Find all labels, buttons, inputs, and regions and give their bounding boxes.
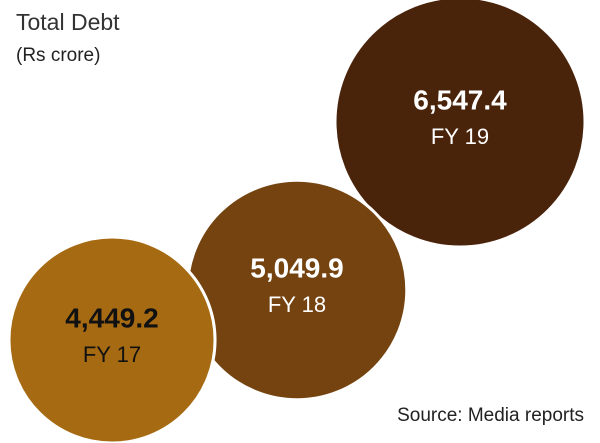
- source: Source: Media reports: [397, 405, 584, 426]
- bubbles: 6,547.4 FY 19 5,049.9 FY 18 4,449.2 FY 17: [7, 0, 587, 443]
- chart-title: Total Debt: [16, 9, 120, 35]
- value-label: 6,547.4: [413, 84, 507, 115]
- bubble: [7, 235, 217, 443]
- value-label: 4,449.2: [65, 302, 158, 333]
- chart-subtitle: (Rs crore): [16, 45, 100, 66]
- bubble: [185, 178, 409, 402]
- category-label: FY 19: [431, 124, 489, 149]
- bubble: [333, 0, 587, 249]
- category-label: FY 17: [83, 342, 141, 367]
- category-label: FY 18: [268, 292, 326, 317]
- value-label: 5,049.9: [250, 252, 343, 283]
